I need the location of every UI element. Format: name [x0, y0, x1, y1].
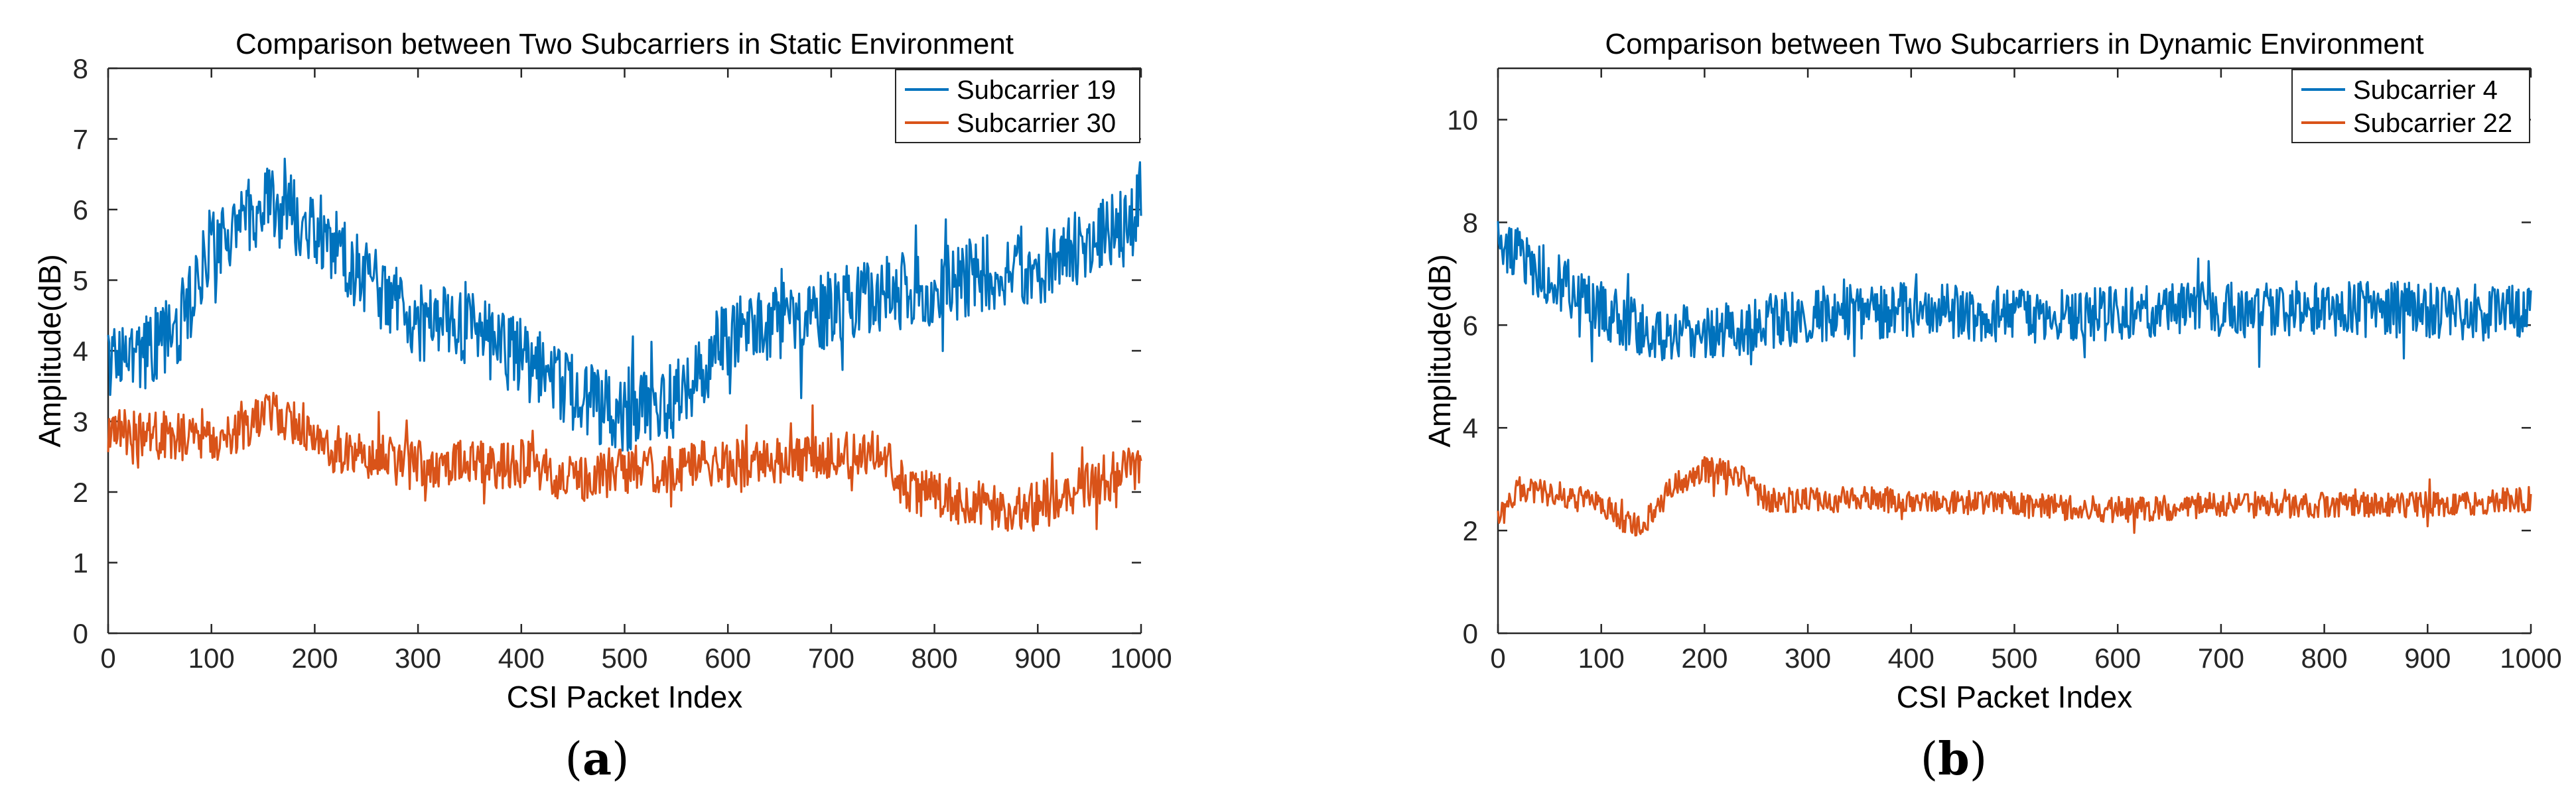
y-tick-label: 1 [73, 548, 88, 579]
panel-label-b: (b) [1920, 733, 1988, 786]
x-tick-label: 600 [705, 643, 751, 674]
y-tick-label: 4 [73, 336, 88, 367]
x-tick-label: 0 [100, 643, 115, 674]
series-line-subcarrier-4 [1497, 221, 2532, 368]
chart-a: Comparison between Two Subcarriers in St… [33, 28, 1172, 714]
x-tick-label: 500 [1991, 643, 2037, 674]
x-tick-label: 500 [601, 643, 647, 674]
x-tick-label: 900 [2404, 643, 2451, 674]
y-tick-label: 4 [1463, 412, 1478, 444]
y-axis-label: Amplitude(dB) [33, 254, 67, 447]
x-tick-label: 900 [1014, 643, 1061, 674]
series-line-subcarrier-30 [107, 391, 1142, 532]
x-tick-label: 100 [1578, 643, 1625, 674]
x-axis-label: CSI Packet Index [1897, 680, 2132, 714]
y-tick-label: 6 [1463, 310, 1478, 341]
legend-label: Subcarrier 30 [957, 109, 1116, 138]
x-tick-label: 0 [1490, 643, 1505, 674]
x-tick-label: 400 [498, 643, 545, 674]
plot-area [108, 68, 1141, 633]
x-tick-label: 200 [1681, 643, 1728, 674]
y-tick-label: 6 [73, 194, 88, 225]
series-line-subcarrier-19 [107, 157, 1142, 452]
x-tick-label: 300 [1785, 643, 1831, 674]
y-tick-label: 8 [73, 53, 88, 84]
y-tick-label: 10 [1447, 104, 1478, 135]
y-tick-label: 0 [73, 618, 88, 649]
y-tick-label: 8 [1463, 207, 1478, 238]
chart-b: Comparison between Two Subcarriers in Dy… [1422, 28, 2562, 714]
x-tick-label: 1000 [2500, 643, 2561, 674]
x-tick-label: 300 [395, 643, 441, 674]
x-tick-label: 800 [2301, 643, 2348, 674]
x-axis-label: CSI Packet Index [507, 680, 742, 714]
legend [2291, 69, 2530, 143]
x-tick-label: 700 [808, 643, 854, 674]
x-tick-label: 600 [2094, 643, 2141, 674]
y-tick-label: 3 [73, 406, 88, 438]
legend-label: Subcarrier 4 [2353, 76, 2498, 105]
y-axis-label: Amplitude(dB) [1422, 254, 1457, 447]
chart-title: Comparison between Two Subcarriers in Dy… [1605, 28, 2423, 60]
panel-label-a: (a) [565, 733, 630, 786]
legend-label: Subcarrier 19 [957, 76, 1116, 105]
y-tick-label: 7 [73, 124, 88, 155]
x-tick-label: 100 [188, 643, 235, 674]
x-tick-label: 800 [912, 643, 958, 674]
x-tick-label: 400 [1888, 643, 1934, 674]
chart-title: Comparison between Two Subcarriers in St… [236, 28, 1014, 60]
plot-area [1498, 68, 2531, 633]
y-tick-label: 0 [1463, 618, 1478, 649]
x-tick-label: 1000 [1110, 643, 1172, 674]
y-tick-label: 2 [1463, 515, 1478, 546]
x-tick-label: 200 [291, 643, 338, 674]
x-tick-label: 700 [2198, 643, 2244, 674]
legend-label: Subcarrier 22 [2353, 109, 2512, 138]
series-line-subcarrier-22 [1497, 456, 2532, 537]
y-tick-label: 5 [73, 265, 88, 296]
legend [895, 69, 1140, 143]
y-tick-label: 2 [73, 477, 88, 508]
